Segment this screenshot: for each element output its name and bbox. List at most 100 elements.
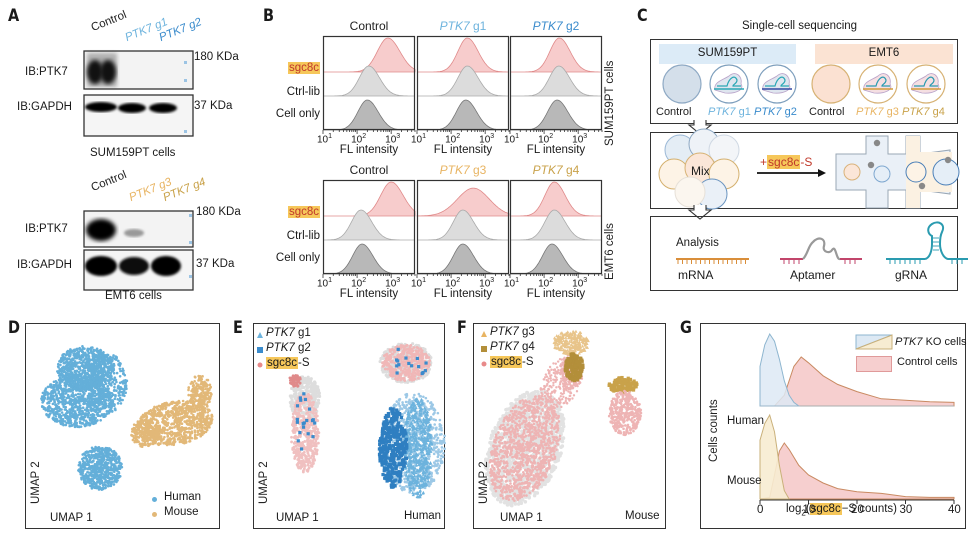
umap-point xyxy=(107,405,111,409)
umap-point xyxy=(155,418,158,422)
umap-point xyxy=(73,425,77,429)
umap-point xyxy=(40,397,43,400)
cell-illustrations xyxy=(662,64,946,104)
umap-point xyxy=(102,457,105,461)
umap-point xyxy=(165,401,168,405)
umap-point xyxy=(90,396,93,400)
umap-point xyxy=(177,431,181,435)
exponent: 2 xyxy=(362,277,367,284)
umap-point xyxy=(93,409,96,413)
umap-point xyxy=(200,406,203,409)
umap-point xyxy=(110,394,114,398)
umap-point xyxy=(90,485,94,488)
umap-point xyxy=(120,465,124,469)
umap-point xyxy=(153,424,157,428)
umap-point xyxy=(51,402,55,406)
umap-d-plot xyxy=(25,323,220,529)
umap-point xyxy=(45,391,48,394)
blot-caption-emt6: EMT6 cells xyxy=(105,290,162,302)
umap-point xyxy=(195,436,198,440)
umap-point xyxy=(109,484,113,488)
cell-label: PTK7 g2 xyxy=(754,106,797,118)
umap-point xyxy=(64,375,67,379)
x-tick-label: 103 xyxy=(385,277,400,289)
umap-point xyxy=(420,351,423,354)
umap-point xyxy=(114,389,118,392)
x-tick-label: 102 xyxy=(538,133,553,145)
umap-point xyxy=(416,370,420,374)
umap-point xyxy=(84,454,88,458)
umap-point xyxy=(208,383,212,387)
umap-point xyxy=(110,359,114,362)
umap-point xyxy=(381,361,384,365)
umap-point xyxy=(117,459,121,462)
umap-point xyxy=(71,381,74,385)
umap-point xyxy=(394,346,398,349)
umap-point xyxy=(158,409,162,412)
umap-point xyxy=(67,411,71,414)
umap-point xyxy=(163,431,167,435)
umap-point xyxy=(73,379,77,383)
umap-point xyxy=(116,386,120,390)
umap-point xyxy=(103,378,107,382)
umap-point xyxy=(185,401,189,404)
umap-point xyxy=(393,374,397,378)
umap-point xyxy=(399,366,403,370)
umap-point xyxy=(391,345,395,349)
umap-point xyxy=(99,362,103,366)
gene: PTK7 xyxy=(856,106,884,118)
umap-point xyxy=(100,455,103,459)
umap-point xyxy=(161,403,165,407)
umap-point xyxy=(106,362,110,365)
umap-point xyxy=(152,407,155,411)
umap-point xyxy=(148,436,151,440)
exponent: 1 xyxy=(422,133,427,140)
umap-point xyxy=(71,357,74,361)
umap-point xyxy=(178,405,181,409)
umap-point xyxy=(390,348,394,351)
histogram-panel xyxy=(509,35,603,134)
umap-point xyxy=(80,417,83,421)
umap-point xyxy=(79,374,82,377)
umap-point xyxy=(59,363,62,367)
umap-point xyxy=(73,361,77,364)
umap-point xyxy=(110,405,114,408)
umap-point xyxy=(191,399,195,403)
umap-point xyxy=(149,409,153,412)
umap-point xyxy=(52,410,55,414)
exponent: 3 xyxy=(396,277,401,284)
umap-point xyxy=(113,397,117,401)
umap-point xyxy=(83,424,87,428)
umap-point xyxy=(90,456,94,459)
cell-line-side-label: SUM159PT cells xyxy=(604,60,616,146)
umap-point xyxy=(46,385,50,389)
umap-point xyxy=(196,426,199,430)
umap-point xyxy=(110,410,114,413)
umap-point xyxy=(106,372,110,376)
umap-point xyxy=(419,353,423,357)
umap-point xyxy=(178,407,182,411)
umap-point xyxy=(84,473,88,476)
umap-point xyxy=(174,418,177,421)
umap-point xyxy=(64,398,67,402)
umap-point xyxy=(71,395,75,398)
x-tick-label: 102 xyxy=(351,277,366,289)
umap-point xyxy=(80,476,83,480)
umap-point xyxy=(84,365,87,369)
umap-point xyxy=(172,407,175,411)
umap-point xyxy=(112,371,116,375)
umap-point xyxy=(195,422,199,426)
umap-point xyxy=(401,360,405,364)
umap-point xyxy=(132,423,136,426)
umap-point xyxy=(417,376,420,380)
umap-point xyxy=(97,446,101,450)
umap-point xyxy=(95,349,98,353)
umap-point xyxy=(146,439,150,443)
umap-point xyxy=(96,467,100,470)
umap-point xyxy=(200,391,203,395)
umap-point xyxy=(197,412,200,416)
umap-e-points xyxy=(288,342,446,499)
umap-point xyxy=(187,386,191,389)
umap-point xyxy=(195,392,199,396)
umap-point xyxy=(193,431,197,434)
